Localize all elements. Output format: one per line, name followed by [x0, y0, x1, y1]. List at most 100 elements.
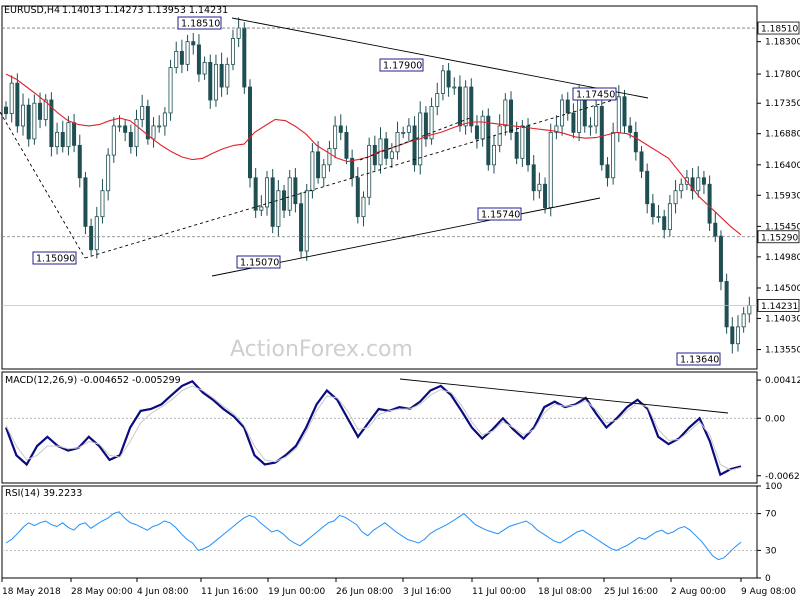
candle-body [548, 132, 553, 208]
panel-frame [1, 371, 758, 484]
macd-label: MACD(12,26,9) -0.004652 -0.005299 [5, 375, 181, 386]
price-annotation-box [236, 255, 281, 269]
candle-body [367, 144, 372, 198]
candle-body [554, 125, 559, 133]
price-tick-label: 1.14980 [765, 253, 800, 263]
candle-body [174, 50, 179, 68]
price-tick-label: 1.15930 [765, 191, 800, 201]
candle-body [435, 93, 440, 107]
level-tag [757, 21, 800, 35]
candle-body [611, 132, 616, 179]
price-annotation-label: 1.15740 [481, 210, 520, 221]
candle-body [310, 151, 315, 192]
candle-body [730, 326, 735, 345]
x-tick-label: 18 Jul 08:00 [538, 587, 592, 597]
candle-body [463, 86, 468, 127]
candle-body [43, 99, 48, 120]
rsi-tick-label: 30 [765, 546, 777, 556]
price-annotation-box [676, 352, 721, 366]
candle-body [571, 112, 576, 133]
level-tag-label: 1.18510 [761, 25, 798, 35]
price-tick-label: 1.16880 [765, 130, 800, 140]
candle-body [560, 99, 565, 127]
candle-body [588, 125, 593, 128]
candle-body [440, 70, 445, 94]
trend-line [359, 117, 471, 161]
price-annotation-label: 1.17450 [576, 90, 615, 101]
candle-body [690, 177, 695, 192]
candle-body [537, 183, 542, 192]
candle-body [446, 70, 451, 88]
candle-body [412, 125, 417, 166]
x-tick-label: 4 Jun 08:00 [137, 587, 189, 597]
candle-body [123, 125, 128, 133]
price-tick-label: 1.13550 [765, 346, 800, 356]
candle-body [111, 125, 116, 156]
price-tick-label: 1.14030 [765, 314, 800, 324]
x-tick-label: 11 Jun 16:00 [201, 587, 258, 597]
watermark: ActionForex.com [230, 337, 413, 362]
rsi-label: RSI(14) 39.2233 [5, 488, 82, 499]
candle-body [38, 102, 43, 120]
candle-body [389, 151, 394, 159]
candle-body [225, 63, 230, 88]
candle-body [577, 96, 582, 133]
x-tick-label: 2 Aug 00:00 [671, 587, 726, 597]
price-panel: 1.18300 1.17800 1.17350 1.16880 1.16400 1.159… [0, 5, 800, 370]
candle-body [83, 177, 88, 227]
symbol-timeframe: EURUSD,H4 [4, 5, 60, 16]
candle-body [503, 99, 508, 127]
candle-body [196, 44, 201, 75]
candle-body [406, 125, 411, 133]
macd-line [4, 379, 742, 477]
candle-body [633, 132, 638, 153]
candle-body [543, 183, 548, 208]
price-annotation-box [177, 16, 222, 30]
panel-frame [1, 5, 758, 370]
candle-body [565, 99, 570, 114]
candle-body [117, 125, 122, 128]
rsi-tick-label: 0 [765, 574, 771, 584]
candle-body [94, 216, 99, 251]
level-tag-label: 1.14231 [761, 302, 798, 312]
x-tick-label: 26 Jun 08:00 [336, 587, 393, 597]
candle-body [679, 183, 684, 192]
level-tag-label: 1.15290 [761, 233, 798, 243]
candle-body [304, 190, 309, 252]
macd-panel: 0.004125 0.00 -0.006218 [1, 371, 800, 484]
price-tick-label: 1.16400 [765, 161, 800, 171]
price-annotation-label: 1.15090 [36, 254, 75, 265]
level-tag [757, 230, 800, 244]
candle-body [457, 86, 462, 127]
candle-body [480, 115, 485, 140]
macd-trend-line [399, 378, 729, 414]
rsi-tick-label: 70 [765, 510, 777, 520]
candle-body [509, 99, 514, 133]
candle-body [514, 132, 519, 159]
candle-body [66, 122, 71, 148]
candle-body [202, 61, 207, 75]
price-tick-label: 1.17800 [765, 70, 800, 80]
macd-tick-label: -0.006218 [765, 472, 800, 482]
candle-body [491, 144, 496, 166]
candle-body [594, 106, 599, 127]
candle-body [128, 132, 133, 148]
candle-body [474, 125, 479, 140]
candle-body [673, 190, 678, 205]
macd-tick-label: 0.004125 [765, 376, 800, 386]
x-tick-label: 11 Jul 00:00 [472, 587, 526, 597]
candle-body [656, 216, 661, 219]
candle-body [276, 190, 281, 227]
candle-body [395, 132, 400, 153]
candle-body [265, 177, 270, 208]
candle-body [106, 154, 111, 192]
macd-signal-line [5, 385, 742, 471]
candle-body [526, 125, 531, 166]
candle-body [32, 102, 37, 140]
candle-body [60, 132, 65, 148]
candle-body [701, 177, 706, 185]
candle-body [247, 86, 252, 179]
candle-body [735, 326, 740, 345]
candle-body [162, 112, 167, 127]
x-tick-label: 25 Jul 16:00 [604, 587, 658, 597]
